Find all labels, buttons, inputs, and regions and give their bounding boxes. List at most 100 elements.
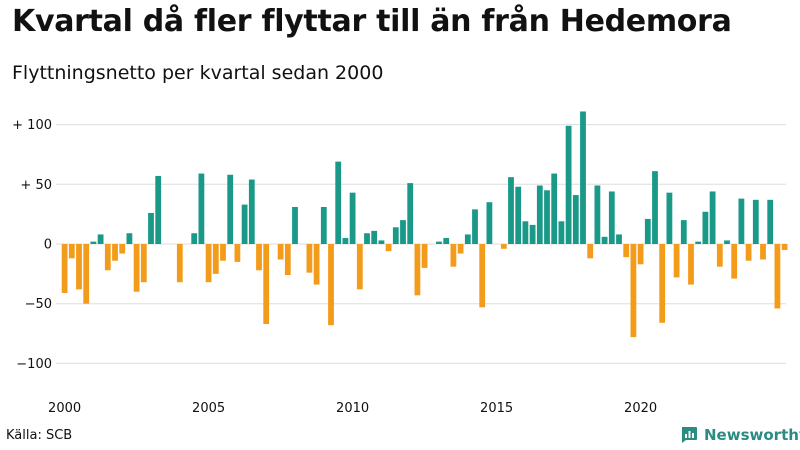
y-tick-label: + 100 [12,118,52,133]
bar [227,174,234,244]
y-axis-ticks: + 100 + 50 0 −50 −100 [12,118,52,372]
bar [558,221,565,244]
bar [760,244,766,260]
bar [464,234,471,244]
bar [198,173,205,244]
bar [630,244,637,338]
bar [443,238,450,244]
bar [176,244,183,283]
newsworthy-logo-icon [682,427,697,443]
x-axis-ticks: 2000 2005 2010 2015 2020 [48,401,657,416]
bar [140,244,147,283]
bar [544,190,550,244]
bar [292,206,298,244]
bar [565,125,572,244]
bar [652,171,658,244]
bar [371,230,378,244]
x-tick-label: 2010 [336,401,369,416]
bar [364,233,370,244]
bar [695,241,702,244]
bar [342,238,349,244]
bar [745,244,752,261]
bar [248,179,255,244]
bar [486,202,493,244]
bar [241,204,248,244]
brand-name: Newsworthy [704,426,800,444]
bar [781,244,788,250]
bar [680,220,687,244]
bar [580,111,586,244]
bar [601,236,608,244]
bar [500,244,507,249]
bar [119,244,126,254]
bar [623,244,630,258]
bar [522,221,529,244]
bar [263,244,270,324]
bar [702,211,709,244]
bar [378,240,385,244]
bar [155,175,162,244]
y-tick-label: −50 [25,297,52,312]
bar [752,199,759,244]
brand-logo[interactable]: Newsworthy [680,426,800,444]
bar [659,244,666,323]
x-tick-label: 2020 [624,401,657,416]
bar [414,244,421,296]
chart-title: Kvartal då fler flyttar till än från Hed… [12,4,732,39]
y-tick-label: 0 [44,238,52,253]
bar [724,240,730,244]
bar [551,173,558,244]
bar [457,244,464,254]
bar [126,233,133,244]
bar [83,244,90,304]
bar [673,244,680,278]
bar [731,244,738,279]
bar [616,234,622,244]
bar [472,209,478,244]
bar [349,192,356,244]
bar [637,244,644,265]
bar [515,186,522,244]
source-note: Källa: SCB [6,428,73,443]
bars [61,111,788,338]
bar [716,244,723,267]
bar [220,244,226,261]
bar [479,244,486,308]
bar [400,220,406,244]
bar [97,234,104,244]
x-tick-label: 2000 [48,401,81,416]
y-tick-label: + 50 [20,178,52,193]
bar [666,192,673,244]
bar [256,244,262,271]
bar [277,244,284,260]
bar [450,244,457,267]
bar [191,233,198,244]
bar [709,191,716,244]
bar [61,244,68,293]
y-tick-label: −100 [16,357,52,372]
bar [436,241,442,244]
bar [421,244,428,268]
bar [205,244,212,283]
bar [356,244,363,290]
bar [508,177,514,244]
x-tick-label: 2015 [480,401,513,416]
bar [594,185,601,244]
bar [529,224,536,244]
bar [392,227,399,244]
bar [572,195,579,244]
bar [90,241,97,244]
bar [148,212,154,244]
bar [284,244,291,276]
bar [385,244,392,252]
bar [536,185,543,244]
bar [112,244,118,261]
bar [767,199,774,244]
bar [587,244,594,259]
bar [328,244,334,326]
bar [68,244,75,259]
bar [320,206,327,244]
bar [212,244,219,274]
bar [335,161,342,244]
